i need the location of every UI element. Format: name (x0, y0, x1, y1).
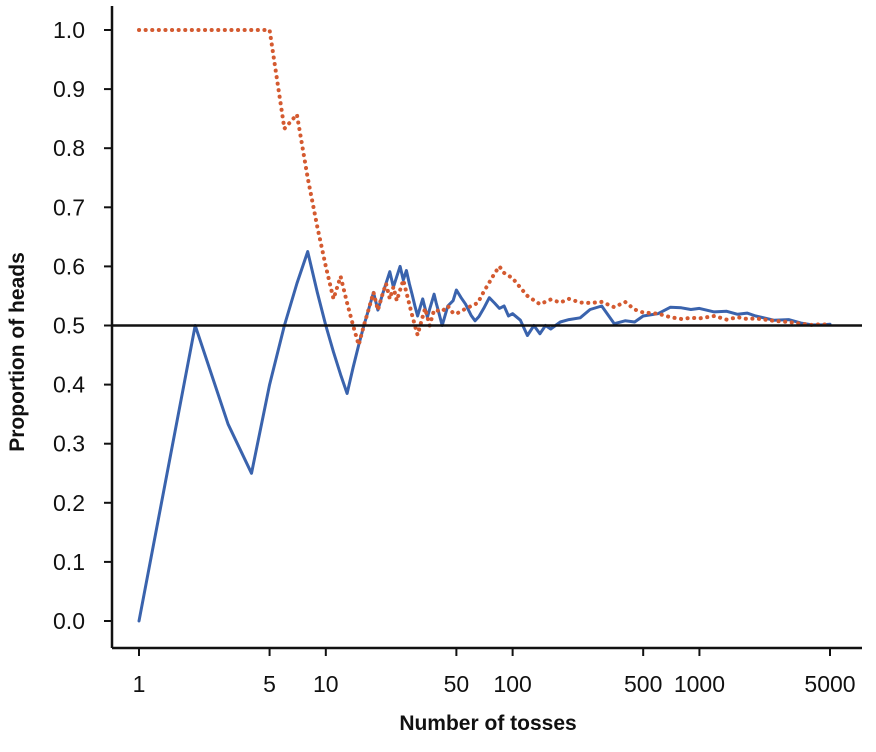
x-tick-label: 1 (133, 671, 146, 697)
x-tick-label: 10 (313, 671, 339, 697)
y-tick-label: 0.6 (53, 253, 85, 279)
x-tick-label: 1000 (674, 671, 725, 697)
y-tick-label: 0.4 (53, 372, 85, 398)
y-tick-label: 0.7 (53, 194, 85, 220)
series-line-0 (137, 250, 832, 623)
y-tick-group: 0.0 0.1 0.2 0.3 0.4 0.5 0.6 0.7 0.8 0.9 1.0 (53, 17, 112, 634)
y-tick-label: 0.5 (53, 313, 85, 339)
x-tick-label: 5000 (804, 671, 855, 697)
x-tick-label: 50 (444, 671, 470, 697)
y-tick-label: 0.0 (53, 608, 85, 634)
y-tick-label: 1.0 (53, 17, 85, 43)
y-tick-label: 0.8 (53, 135, 85, 161)
x-tick-label: 5 (263, 671, 276, 697)
y-tick-label: 0.2 (53, 490, 85, 516)
y-tick-label: 0.3 (53, 431, 85, 457)
x-tick-label: 100 (493, 671, 531, 697)
x-tick-label: 500 (624, 671, 662, 697)
y-tick-label: 0.1 (53, 549, 85, 575)
y-axis-title: Proportion of heads (6, 252, 29, 452)
x-tick-group: 1 5 10 50 100 500 1000 5000 (133, 648, 856, 697)
series-line-1 (137, 28, 832, 347)
y-tick-label: 0.9 (53, 76, 85, 102)
series-layer (137, 28, 832, 623)
x-axis-title: Number of tosses (399, 712, 576, 735)
